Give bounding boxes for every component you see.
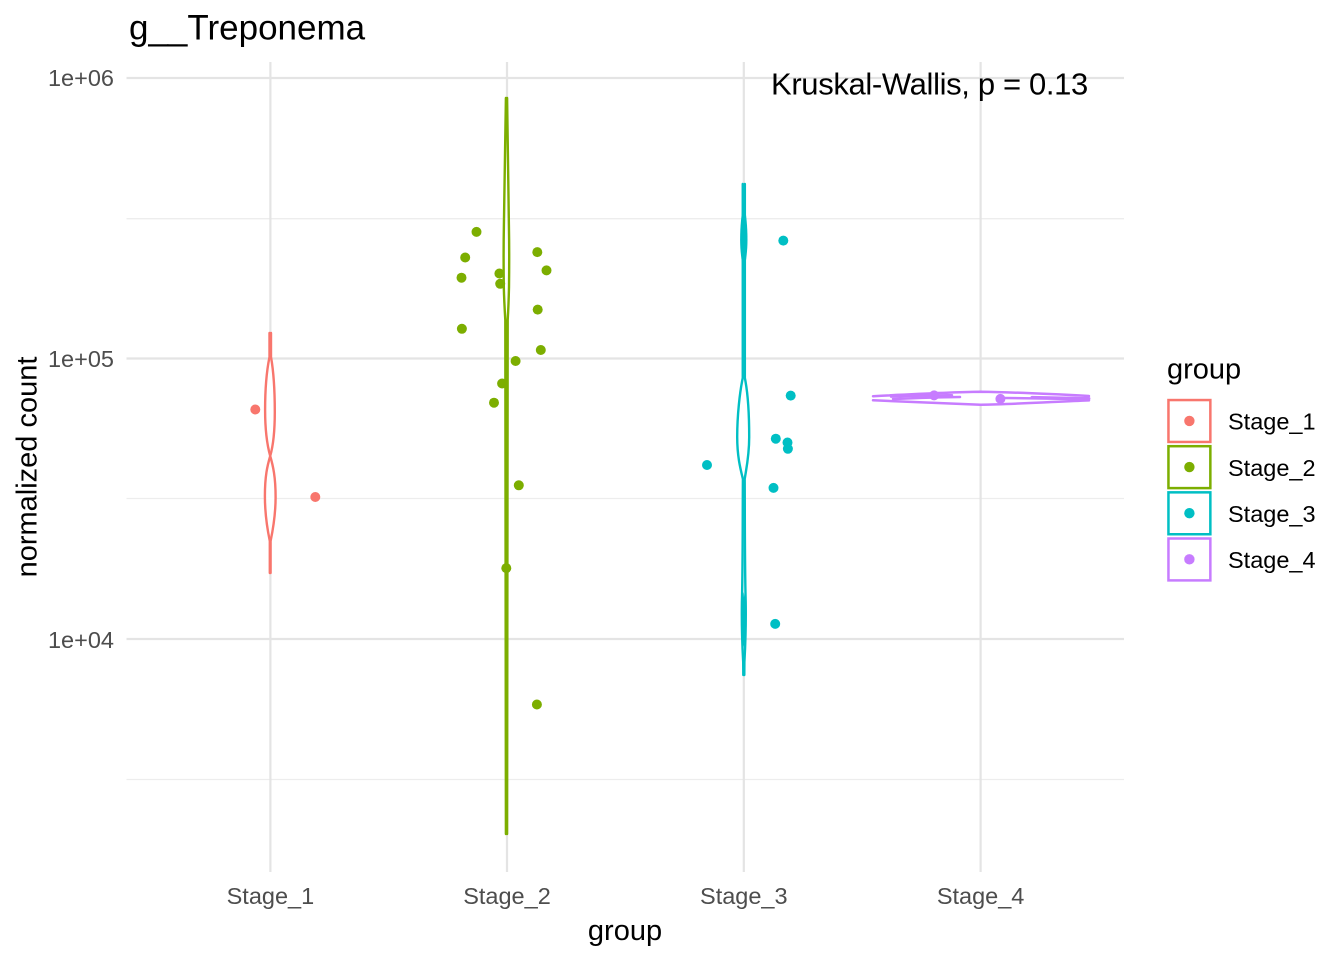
svg-text:group: group: [588, 915, 662, 947]
svg-text:Stage_4: Stage_4: [937, 883, 1025, 909]
svg-text:group: group: [1167, 354, 1241, 386]
svg-text:Stage_4: Stage_4: [1228, 547, 1316, 573]
svg-text:Stage_1: Stage_1: [1228, 409, 1316, 435]
svg-text:Stage_3: Stage_3: [700, 883, 788, 909]
svg-text:Stage_2: Stage_2: [1228, 455, 1316, 481]
svg-text:g__Treponema: g__Treponema: [129, 9, 366, 48]
svg-text:1e+04: 1e+04: [48, 627, 114, 653]
svg-text:normalized count: normalized count: [12, 357, 44, 578]
svg-text:Stage_3: Stage_3: [1228, 501, 1316, 527]
svg-text:Kruskal-Wallis, p = 0.13: Kruskal-Wallis, p = 0.13: [771, 67, 1088, 102]
svg-text:Stage_1: Stage_1: [227, 883, 315, 909]
svg-text:1e+05: 1e+05: [48, 346, 114, 372]
svg-text:Stage_2: Stage_2: [463, 883, 551, 909]
svg-text:1e+06: 1e+06: [48, 65, 114, 91]
